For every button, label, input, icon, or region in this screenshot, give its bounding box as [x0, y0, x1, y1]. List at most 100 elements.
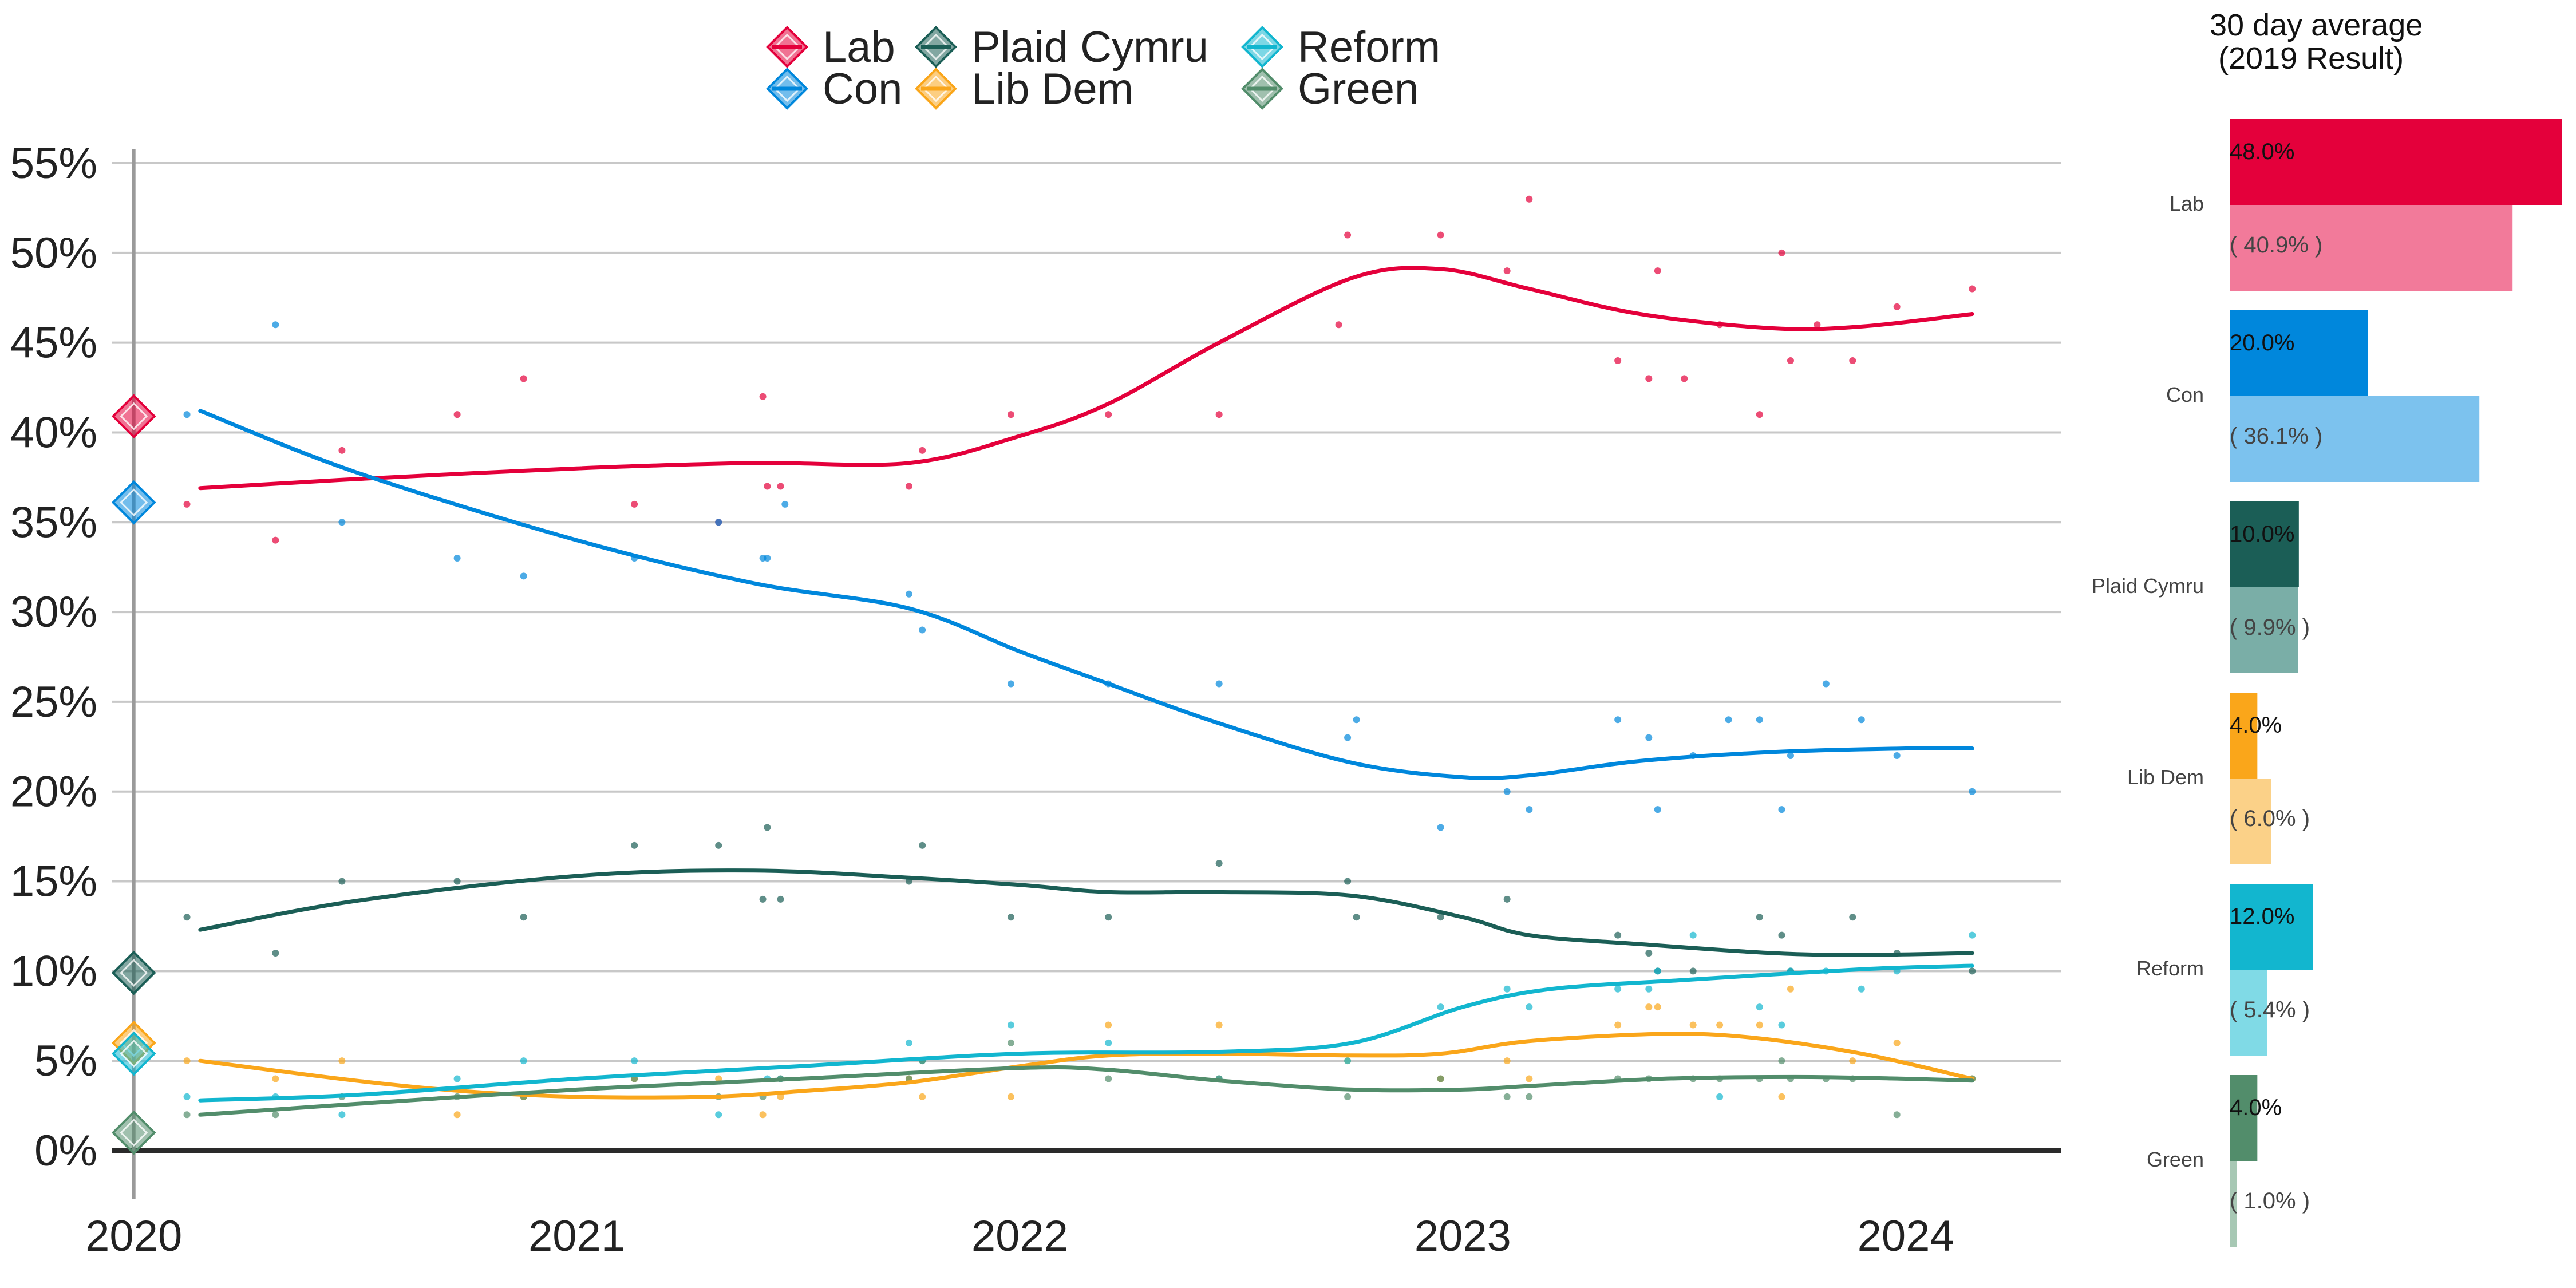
poll-point	[1778, 1093, 1785, 1100]
x-tick-label: 2023	[1415, 1212, 1511, 1261]
poll-point	[1105, 1021, 1112, 1029]
result-2019-bar	[2230, 205, 2513, 291]
poll-point	[1105, 914, 1112, 921]
poll-point	[1437, 1003, 1444, 1011]
poll-point	[777, 1093, 784, 1100]
y-tick-label: 45%	[10, 319, 97, 368]
poll-point	[1526, 806, 1533, 813]
y-gridlines	[112, 162, 2061, 1153]
poll-point	[520, 572, 527, 580]
trend-lines	[198, 266, 1974, 1117]
poll-point	[1007, 1039, 1014, 1046]
poll-point	[1756, 716, 1763, 724]
average-bar-label: 20.0%	[2230, 330, 2294, 355]
poll-point	[1787, 985, 1794, 993]
y-tick-label: 0%	[34, 1127, 97, 1175]
poll-point	[1503, 1057, 1511, 1065]
poll-point	[1344, 1057, 1352, 1065]
poll-point	[183, 1093, 191, 1100]
poll-point	[777, 483, 784, 490]
poll-point	[919, 1093, 926, 1100]
result-2019-bar-label: ( 6.0% )	[2230, 806, 2310, 831]
poll-point	[919, 841, 926, 849]
bar-category-label: Green	[2147, 1148, 2204, 1171]
bar-category-label: Con	[2166, 383, 2204, 406]
poll-point	[183, 914, 191, 921]
poll-point	[1654, 267, 1661, 275]
poll-point	[1503, 985, 1511, 993]
y-axis-ticks: 0% 5% 10% 15% 20% 25% 30% 35% 40% 45% 50% 55%	[10, 139, 97, 1175]
result-2019-bar-label: ( 36.1% )	[2230, 424, 2322, 449]
poll-point	[1969, 788, 1976, 795]
poll-point	[905, 590, 912, 598]
poll-point	[1503, 788, 1511, 795]
x-axis-ticks: 2020 2021 2022 2023 2024	[85, 1212, 1954, 1261]
poll-point	[1503, 267, 1511, 275]
poll-point	[1437, 824, 1444, 831]
result-2019-bar	[2230, 587, 2298, 673]
poll-point	[1007, 1021, 1014, 1029]
y-tick-label: 10%	[10, 947, 97, 995]
trend-line-con	[198, 409, 1974, 780]
poll-point	[759, 1111, 767, 1119]
poll-point	[1526, 1075, 1533, 1082]
poll-point	[1215, 680, 1223, 688]
poll-point	[338, 1057, 346, 1065]
poll-point	[1681, 375, 1688, 382]
poll-point	[338, 878, 346, 885]
trend-line-lib-dem	[198, 1032, 1974, 1100]
result-2019-marker-inner	[120, 488, 148, 517]
result-2019-marker	[111, 480, 156, 525]
y-tick-label: 55%	[10, 139, 97, 188]
poll-point	[1614, 716, 1622, 724]
poll-point	[272, 321, 279, 329]
average-bar-label: 4.0%	[2230, 1095, 2282, 1120]
average-bar-label: 48.0%	[2230, 139, 2294, 164]
poll-point	[338, 1111, 346, 1119]
poll-point	[905, 483, 912, 490]
legend-key-inner	[922, 75, 950, 102]
y-tick-label: 30%	[10, 588, 97, 637]
poll-point	[631, 1057, 638, 1065]
poll-point	[1716, 1093, 1724, 1100]
poll-point	[1756, 1021, 1763, 1029]
poll-point	[1105, 1075, 1112, 1082]
poll-point	[1353, 716, 1360, 724]
result-2019-marker	[111, 950, 156, 995]
legend-key-inner	[922, 33, 950, 61]
average-bar	[2230, 1075, 2258, 1161]
result-2019-bar	[2230, 779, 2271, 864]
poll-point	[1526, 195, 1533, 203]
poll-point	[1756, 411, 1763, 418]
poll-point	[520, 1057, 527, 1065]
y-tick-label: 20%	[10, 768, 97, 816]
poll-point	[1007, 411, 1014, 418]
poll-point	[1778, 1057, 1785, 1065]
result-2019-bar-label: ( 40.9% )	[2230, 232, 2322, 258]
poll-point	[1716, 1021, 1724, 1029]
poll-point	[1614, 985, 1622, 993]
average-bar-label: 4.0%	[2230, 713, 2282, 738]
y-tick-label: 15%	[10, 858, 97, 906]
poll-point	[272, 1111, 279, 1119]
result-2019-marker	[111, 394, 156, 439]
y-tick-label: 25%	[10, 678, 97, 726]
poll-point	[1822, 680, 1830, 688]
poll-point	[1645, 950, 1653, 957]
poll-point	[1437, 231, 1444, 239]
poll-point	[1787, 752, 1794, 759]
poll-point	[759, 895, 767, 903]
poll-point	[520, 914, 527, 921]
poll-point	[1689, 931, 1697, 939]
y-tick-label: 5%	[34, 1037, 97, 1085]
bar-category-label: Lab	[2170, 192, 2204, 215]
y-tick-label: 50%	[10, 229, 97, 278]
poll-point	[1893, 752, 1901, 759]
poll-point	[453, 1111, 461, 1119]
poll-point	[1893, 303, 1901, 310]
poll-point	[1858, 985, 1865, 993]
poll-point	[1645, 375, 1653, 382]
poll-point	[919, 447, 926, 454]
legend-key-inner	[1249, 33, 1276, 61]
poll-point	[338, 447, 346, 454]
